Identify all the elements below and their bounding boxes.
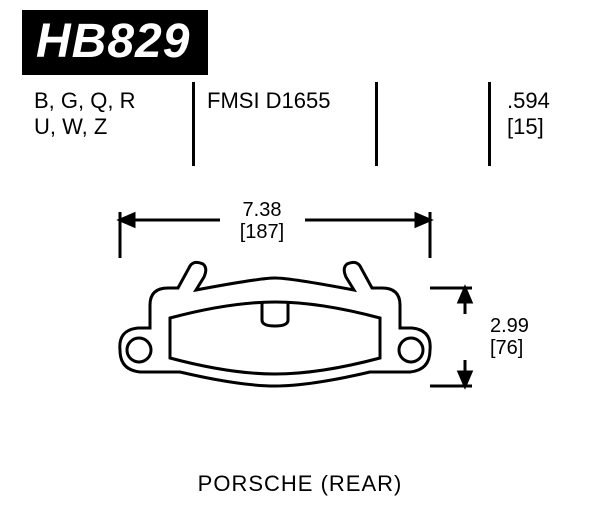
spacer bbox=[378, 82, 488, 166]
height-mm: [76] bbox=[490, 337, 523, 359]
spec-row: B, G, Q, R U, W, Z FMSI D1655 .594 [15] bbox=[22, 82, 578, 166]
fmsi-code: FMSI D1655 bbox=[195, 82, 375, 166]
width-inches: 7.38 bbox=[243, 199, 282, 221]
compound-codes-line1: B, G, Q, R bbox=[34, 88, 180, 114]
height-inches: 2.99 bbox=[490, 315, 529, 337]
compound-codes-line2: U, W, Z bbox=[34, 114, 180, 140]
part-number-badge: HB829 bbox=[22, 10, 208, 75]
application-caption: PORSCHE (REAR) bbox=[0, 471, 600, 497]
thickness-inches: .594 bbox=[507, 88, 550, 113]
brake-pad-diagram: 7.38 [187] 2.99 [76] bbox=[0, 170, 600, 480]
compound-codes: B, G, Q, R U, W, Z bbox=[22, 82, 192, 166]
width-mm: [187] bbox=[240, 221, 284, 243]
part-number: HB829 bbox=[36, 15, 190, 68]
thickness-spec: .594 [15] bbox=[491, 82, 578, 166]
thickness-mm: [15] bbox=[507, 114, 544, 139]
